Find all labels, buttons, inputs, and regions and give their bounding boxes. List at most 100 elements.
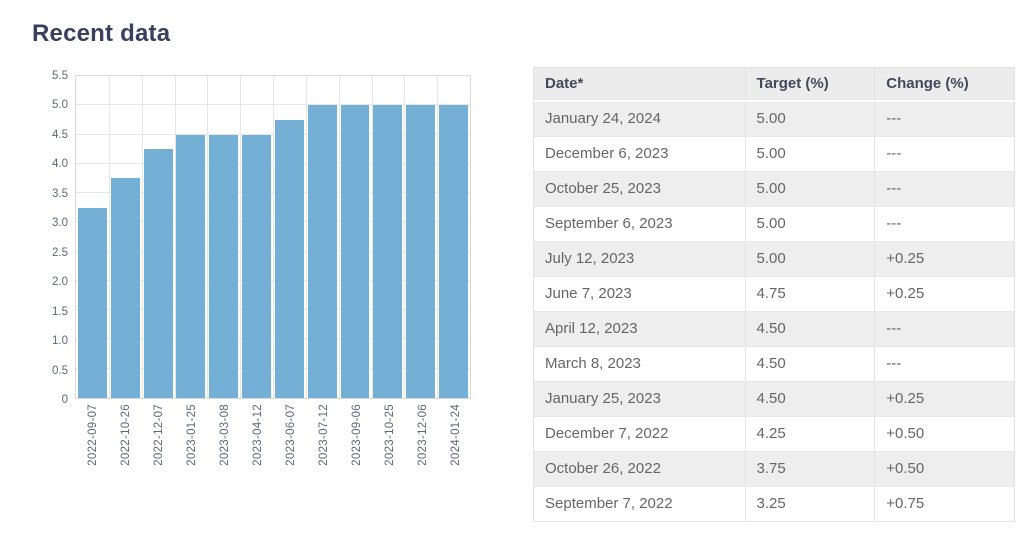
gridline-vertical <box>141 76 143 398</box>
bar-column <box>371 76 404 398</box>
bar <box>209 134 239 398</box>
x-tick-label: 2023-10-25 <box>383 404 396 466</box>
bar-column <box>273 76 306 398</box>
x-tick-cell: 2023-10-25 <box>373 404 406 489</box>
bar <box>143 149 173 398</box>
table-cell-target: 3.75 <box>745 451 876 487</box>
table-row: January 25, 2023 4.50 +0.25 <box>533 381 1015 417</box>
gridline-vertical <box>371 76 373 398</box>
table-cell-target: 4.25 <box>745 416 876 452</box>
table-row: December 6, 2023 5.00 --- <box>533 136 1015 172</box>
gridline-vertical <box>305 76 307 398</box>
table-cell-change: --- <box>874 346 1015 382</box>
table-cell-date: July 12, 2023 <box>533 241 746 277</box>
table-cell-change: +0.25 <box>874 276 1015 312</box>
table-cell-target: 4.50 <box>745 311 876 347</box>
x-tick-label: 2022-12-07 <box>152 404 165 466</box>
table-cell-target: 4.50 <box>745 381 876 417</box>
gridline-vertical <box>108 76 110 398</box>
table-cell-change: +0.75 <box>874 486 1015 522</box>
table-row: July 12, 2023 5.00 +0.25 <box>533 241 1015 277</box>
table-cell-date: October 25, 2023 <box>533 171 746 207</box>
x-tick-cell: 2022-10-26 <box>109 404 142 489</box>
x-tick-label: 2023-12-06 <box>416 404 429 466</box>
y-tick-label: 2.5 <box>52 246 68 259</box>
table-row: October 25, 2023 5.00 --- <box>533 171 1015 207</box>
table-cell-target: 5.00 <box>745 171 876 207</box>
x-tick-cell: 2023-03-08 <box>208 404 241 489</box>
y-tick-label: 5.5 <box>52 70 68 82</box>
bar-column <box>76 76 109 398</box>
table-cell-date: December 6, 2023 <box>533 136 746 172</box>
x-tick-label: 2023-01-25 <box>185 404 198 466</box>
bars <box>76 76 470 398</box>
y-tick-label: 3.5 <box>52 187 68 200</box>
table-row: December 7, 2022 4.25 +0.50 <box>533 416 1015 452</box>
y-tick-label: 4.5 <box>52 128 68 141</box>
bar-column <box>437 76 470 398</box>
bar <box>373 105 403 398</box>
bar <box>340 105 370 398</box>
page-title: Recent data <box>32 20 171 47</box>
gridline-vertical <box>338 76 340 398</box>
table-cell-date: September 6, 2023 <box>533 206 746 242</box>
bar <box>176 134 206 398</box>
table-cell-change: +0.50 <box>874 451 1015 487</box>
x-tick-label: 2022-10-26 <box>119 404 132 466</box>
x-tick-label: 2023-04-12 <box>251 404 264 466</box>
y-tick-label: 4.0 <box>52 158 68 171</box>
table-cell-change: +0.25 <box>874 241 1015 277</box>
plot-area <box>75 75 471 399</box>
column-header-date: Date* <box>533 67 746 102</box>
bar-column <box>142 76 175 398</box>
bar <box>242 134 271 398</box>
x-tick-cell: 2023-12-06 <box>406 404 439 489</box>
bar <box>406 105 436 398</box>
gridline-vertical <box>240 76 242 398</box>
y-tick-label: 0 <box>61 394 68 406</box>
table-cell-date: June 7, 2023 <box>533 276 746 312</box>
table-cell-change: --- <box>874 101 1015 137</box>
x-tick-label: 2023-06-07 <box>284 404 297 466</box>
bar <box>110 178 140 398</box>
bar-column <box>404 76 437 398</box>
bar-column <box>339 76 372 398</box>
y-tick-label: 1.5 <box>52 305 68 318</box>
table-cell-date: March 8, 2023 <box>533 346 746 382</box>
table-cell-date: December 7, 2022 <box>533 416 746 452</box>
column-header-target: Target (%) <box>745 67 876 102</box>
y-tick-label: 1.0 <box>52 335 68 348</box>
bar-column <box>174 76 207 398</box>
table-row: September 7, 2022 3.25 +0.75 <box>533 486 1015 522</box>
table-cell-target: 5.00 <box>745 241 876 277</box>
x-tick-label: 2024-01-24 <box>449 404 462 466</box>
bar <box>77 207 107 398</box>
bar <box>307 105 337 398</box>
bar-column <box>207 76 240 398</box>
table-cell-change: --- <box>874 171 1015 207</box>
table-cell-target: 5.00 <box>745 206 876 242</box>
x-tick-cell: 2023-04-12 <box>241 404 274 489</box>
x-tick-label: 2023-09-06 <box>350 404 363 466</box>
y-tick-label: 5.0 <box>52 99 68 112</box>
gridline-vertical <box>207 76 209 398</box>
table-cell-change: --- <box>874 311 1015 347</box>
gridline-vertical <box>273 76 274 398</box>
y-tick-label: 3.0 <box>52 217 68 230</box>
table-cell-target: 4.50 <box>745 346 876 382</box>
bar <box>439 105 468 398</box>
table-cell-change: +0.25 <box>874 381 1015 417</box>
table-cell-target: 3.25 <box>745 486 876 522</box>
rates-table: Date* Target (%) Change (%) January 24, 20… <box>533 67 1015 522</box>
table-cell-date: January 24, 2024 <box>533 101 746 137</box>
x-tick-cell: 2023-09-06 <box>340 404 373 489</box>
table-row: October 26, 2022 3.75 +0.50 <box>533 451 1015 487</box>
table-cell-date: September 7, 2022 <box>533 486 746 522</box>
bar-column <box>306 76 339 398</box>
x-tick-label: 2023-07-12 <box>317 404 330 466</box>
y-axis-labels: 0 0.5 1.0 1.5 2.0 2.5 3.0 3.5 4.0 4.5 5.0 5.5 <box>30 70 70 406</box>
bar-column <box>109 76 142 398</box>
rates-table-container: Date* Target (%) Change (%) January 24, 20… <box>533 67 1015 522</box>
gridline-vertical <box>437 76 439 398</box>
x-tick-label: 2022-09-07 <box>86 404 99 466</box>
